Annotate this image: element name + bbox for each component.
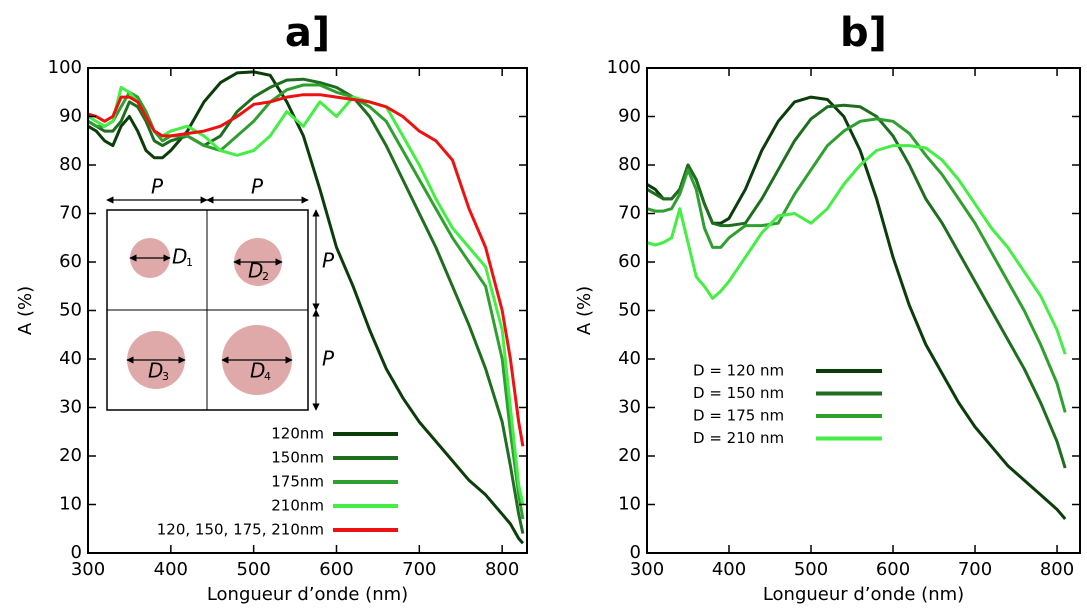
chart-title: b] bbox=[840, 10, 887, 56]
x-tick-label: 600 bbox=[876, 559, 910, 580]
y-tick-label: 100 bbox=[607, 57, 641, 78]
series-line bbox=[87, 83, 525, 520]
y-tick-label: 70 bbox=[618, 203, 641, 224]
y-axis-label: A (%) bbox=[574, 286, 595, 335]
x-tick-label: 700 bbox=[958, 559, 992, 580]
series-line bbox=[646, 95, 1067, 520]
y-tick-label: 80 bbox=[59, 154, 82, 175]
y-tick-label: 40 bbox=[618, 348, 641, 369]
legend-label: 175nm bbox=[271, 473, 324, 491]
x-tick-label: 600 bbox=[319, 559, 353, 580]
x-axis-label: Longueur d’onde (nm) bbox=[763, 584, 964, 605]
y-tick-label: 50 bbox=[618, 300, 641, 321]
plot-frame bbox=[646, 67, 1081, 554]
y-tick-label: 100 bbox=[48, 57, 82, 78]
x-tick-label: 800 bbox=[1040, 559, 1074, 580]
x-tick-label: 400 bbox=[154, 559, 188, 580]
inset-diameter-index: 4 bbox=[264, 370, 271, 383]
y-tick-label: 20 bbox=[618, 445, 641, 466]
legend-label: 120, 150, 175, 210nm bbox=[157, 521, 324, 539]
y-tick-label: 0 bbox=[630, 542, 641, 563]
x-tick-label: 300 bbox=[630, 559, 664, 580]
legend-label: D = 120 nm bbox=[693, 362, 784, 380]
series-line bbox=[646, 144, 1067, 355]
y-tick-label: 60 bbox=[59, 251, 82, 272]
chart-title: a] bbox=[285, 10, 330, 56]
legend-label: 150nm bbox=[271, 449, 324, 467]
series-line bbox=[646, 103, 1067, 469]
y-tick-label: 10 bbox=[59, 494, 82, 515]
y-tick-label: 90 bbox=[618, 106, 641, 127]
y-tick-label: 0 bbox=[71, 542, 82, 563]
y-tick-label: 80 bbox=[618, 154, 641, 175]
series-line bbox=[646, 117, 1067, 413]
inset-period-label: P bbox=[151, 175, 164, 199]
y-tick-label: 70 bbox=[59, 203, 82, 224]
x-tick-label: 500 bbox=[236, 559, 270, 580]
series-line bbox=[87, 70, 525, 545]
x-axis-label: Longueur d’onde (nm) bbox=[207, 584, 408, 605]
series-line bbox=[87, 85, 525, 505]
legend-label: 120nm bbox=[271, 425, 324, 443]
y-tick-label: 20 bbox=[59, 445, 82, 466]
y-tick-label: 40 bbox=[59, 348, 82, 369]
legend-label: D = 210 nm bbox=[693, 429, 784, 447]
inset-diameter-index: 1 bbox=[186, 256, 193, 269]
series-line bbox=[87, 93, 525, 447]
y-tick-label: 10 bbox=[618, 494, 641, 515]
y-tick-label: 60 bbox=[618, 251, 641, 272]
x-tick-label: 800 bbox=[485, 559, 519, 580]
x-tick-label: 500 bbox=[794, 559, 828, 580]
inset-diameter-symbol: D bbox=[172, 245, 187, 269]
inset-diameter-index: 3 bbox=[162, 370, 169, 383]
y-tick-label: 30 bbox=[618, 397, 641, 418]
legend-label: D = 150 nm bbox=[693, 384, 784, 402]
inset-diameter-symbol: D bbox=[148, 359, 163, 383]
inset-diameter-symbol: D bbox=[250, 359, 265, 383]
series-line bbox=[87, 77, 525, 534]
inset-period-label: P bbox=[322, 347, 335, 371]
legend-label: D = 175 nm bbox=[693, 407, 784, 425]
y-tick-label: 50 bbox=[59, 300, 82, 321]
inset-diameter-symbol: D bbox=[248, 259, 263, 283]
legend-label: 210nm bbox=[271, 497, 324, 515]
inset-period-label: P bbox=[322, 249, 335, 273]
x-tick-label: 300 bbox=[71, 559, 105, 580]
y-tick-label: 30 bbox=[59, 397, 82, 418]
y-axis-label: A (%) bbox=[15, 286, 36, 335]
x-tick-label: 400 bbox=[712, 559, 746, 580]
x-tick-label: 700 bbox=[402, 559, 436, 580]
y-tick-label: 90 bbox=[59, 106, 82, 127]
inset-period-label: P bbox=[251, 175, 264, 199]
inset-diameter-index: 2 bbox=[262, 270, 269, 283]
